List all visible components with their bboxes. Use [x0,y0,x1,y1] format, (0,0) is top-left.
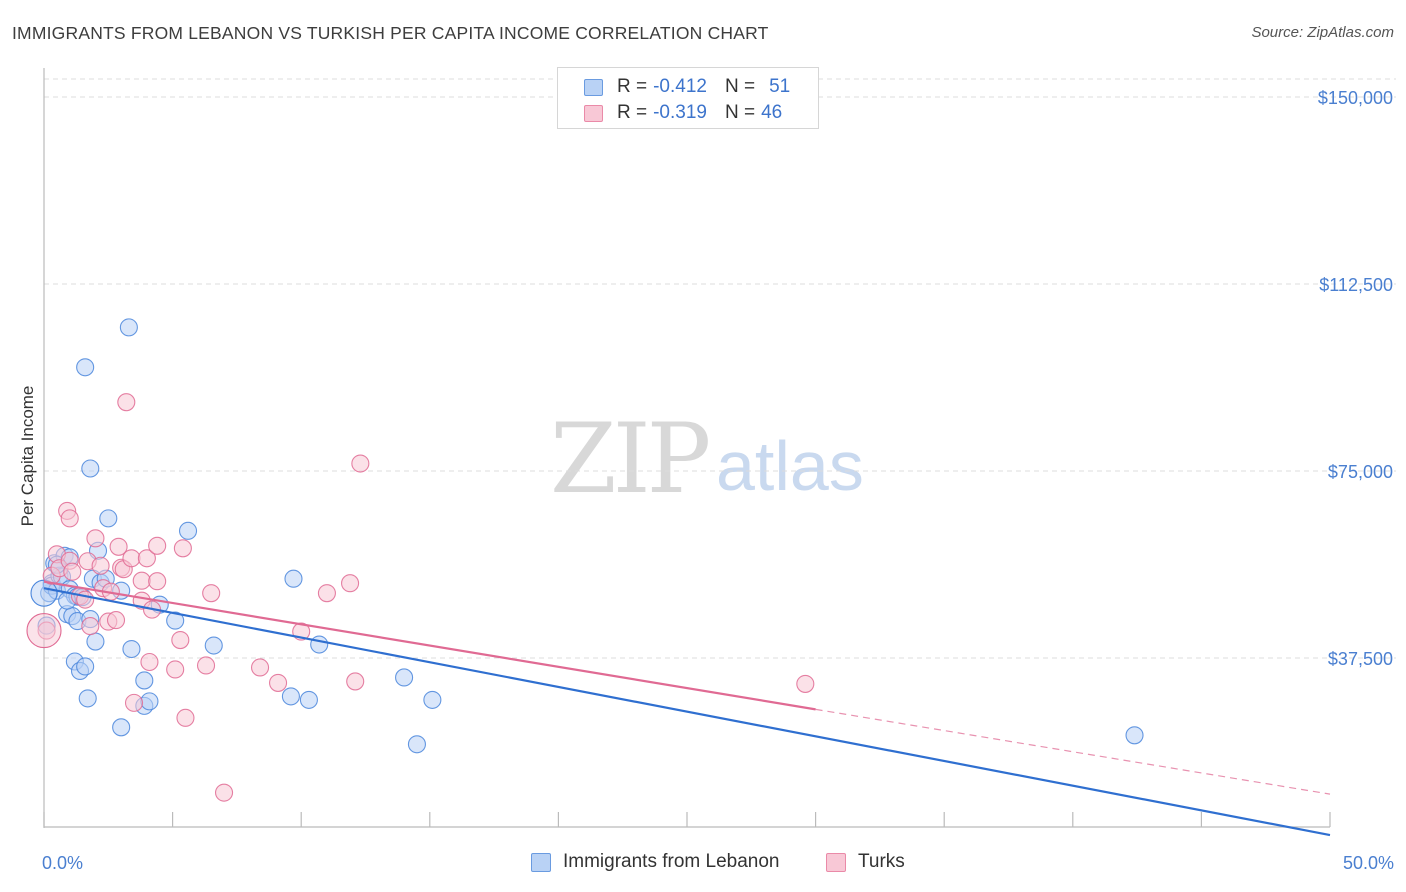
turks-point [81,617,100,636]
chart-title: IMMIGRANTS FROM LEBANON VS TURKISH PER C… [12,23,769,43]
y-tick-labels: $37,500 $75,000 $112,500 $150,000 [1318,88,1393,669]
turks-point [106,611,126,630]
legend-swatch-lebanon [531,852,551,872]
turks-point [317,584,336,603]
x-tick-label: 50.0% [1343,853,1394,873]
turks-point [346,672,365,691]
lebanon-trend-line [43,587,1331,837]
lebanon-point [1125,726,1144,745]
turks-point [63,562,82,581]
turks-point [76,590,95,609]
lebanon-point [299,690,318,709]
y-tick-label: $112,500 [1319,275,1393,295]
n-value: 46 [761,102,783,123]
lebanon-point [407,735,426,754]
trend-lines [43,580,1331,837]
lebanon-point [178,521,198,540]
legend-item-lebanon: Immigrants from Lebanon [531,851,780,873]
legend-swatch-lebanon [584,78,603,96]
turks-point [341,574,360,593]
turks-trend-line [43,580,816,711]
n-value: 51 [769,76,791,97]
turks-point [26,613,62,649]
r-label: R = [617,102,648,123]
turks-point [351,454,370,473]
turks-point [176,708,195,727]
turks-point [117,393,136,412]
turks-point [60,509,79,528]
lebanon-point [166,611,185,630]
lebanon-point [135,671,154,690]
lebanon-point [423,690,442,709]
lebanon-point [284,569,303,588]
r-label: R = [617,76,648,97]
lebanon-point [81,459,100,478]
lebanon-point [281,687,300,706]
series-legend: Immigrants from Lebanon Turks [0,851,1406,877]
turks-trend-extension [815,708,1331,795]
x-tick-labels: 0.0% 50.0% [42,853,1394,873]
lebanon-point [204,636,223,655]
legend-swatch-turks [826,852,846,872]
legend-label-lebanon: Immigrants from Lebanon [563,851,780,872]
turks-point [173,539,192,558]
watermark-atlas: atlas [716,427,864,505]
turks-point [122,549,141,568]
turks-point [196,656,216,675]
turks-point [124,693,144,712]
turks-point [214,783,234,802]
turks-point [132,571,151,590]
lebanon-point [76,358,95,377]
watermark-zip: ZIP [550,403,709,515]
x-tick-label: 0.0% [42,853,83,873]
lebanon-point [76,657,95,676]
lebanon-point [395,668,414,687]
n-label: N = [724,102,756,123]
correlation-legend: R = -0.412 N = 51 R = -0.319 N = 46 [557,67,819,129]
turks-point [269,673,288,692]
n-label: N = [724,76,756,97]
series-turks-points [26,393,815,802]
grid-lines [44,78,1396,659]
turks-point [250,658,270,677]
legend-label-turks: Turks [858,851,905,872]
lebanon-point [122,639,141,659]
lebanon-point [140,692,159,711]
lebanon-point [119,318,138,337]
r-value: -0.412 [653,76,707,97]
turks-point [171,630,190,650]
turks-point [91,556,110,575]
turks-point [148,536,167,555]
y-tick-label: $150,000 [1318,88,1393,108]
lebanon-point [86,632,105,651]
legend-item-turks: Turks [826,851,905,873]
axes [43,68,1331,828]
lebanon-point [78,689,97,708]
watermark: ZIP atlas [550,403,864,515]
source-credit: Source: ZipAtlas.com [1251,24,1394,41]
turks-point [148,572,167,591]
r-value: -0.319 [653,102,707,123]
turks-point [166,660,185,679]
turks-point [109,537,128,556]
legend-row-lebanon: R = -0.412 N = 51 [584,75,790,99]
turks-point [202,584,221,603]
y-tick-label: $75,000 [1328,462,1393,482]
lebanon-point [310,635,329,654]
turks-point [140,652,159,672]
lebanon-point [112,718,131,737]
turks-point [137,549,156,568]
legend-row-turks: R = -0.319 N = 46 [584,101,782,125]
y-tick-label: $37,500 [1328,649,1393,669]
turks-point [796,674,815,693]
turks-point [86,529,105,548]
series-lebanon-points [30,318,1144,754]
lebanon-point [99,509,118,528]
legend-swatch-turks [584,104,603,122]
